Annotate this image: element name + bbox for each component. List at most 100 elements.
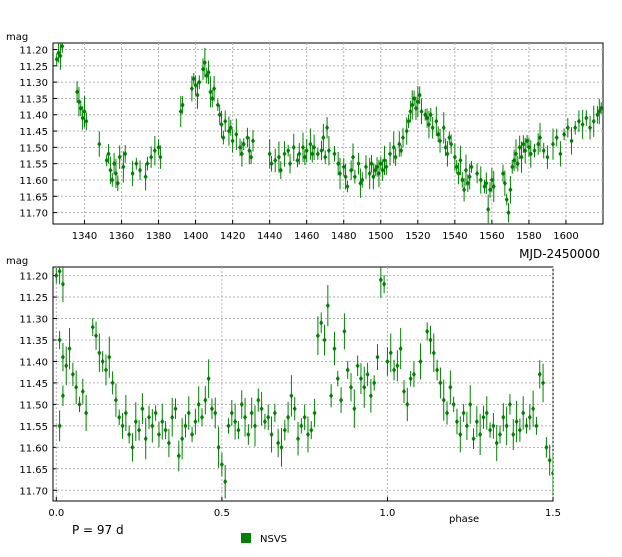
data-point: [189, 85, 194, 92]
data-point: [252, 422, 257, 429]
data-point: [512, 157, 517, 164]
data-point: [341, 163, 346, 170]
data-point: [123, 150, 128, 157]
data-point: [107, 354, 112, 361]
data-point: [525, 137, 530, 144]
data-point: [113, 170, 118, 177]
data-point: [392, 367, 397, 374]
data-point: [441, 124, 446, 131]
data-point: [216, 444, 221, 451]
data-point: [502, 180, 507, 187]
data-point: [595, 111, 600, 118]
data-point: [286, 414, 291, 421]
data-point: [373, 167, 378, 174]
x-tick-label: 1380: [146, 231, 171, 242]
data-point: [425, 115, 430, 122]
y-tick-label: 11.40: [19, 357, 48, 368]
data-point: [391, 144, 396, 151]
data-point: [223, 118, 228, 125]
data-point: [551, 141, 555, 148]
data-point: [510, 163, 515, 170]
data-point: [460, 176, 465, 183]
data-point: [238, 144, 243, 151]
legend-label: NSVS: [260, 534, 287, 545]
data-point: [121, 163, 126, 170]
data-point: [147, 414, 152, 421]
data-point: [523, 147, 528, 154]
data-point: [521, 409, 526, 416]
data-point: [304, 147, 309, 154]
data-point: [173, 405, 178, 412]
data-point: [115, 180, 120, 187]
data-point: [358, 375, 363, 382]
phase-folded-panel: 11.20 11.25 11.30 11.35 11.40 11.45 11.50 11.55…: [6, 256, 561, 545]
data-point: [145, 160, 150, 167]
data-point: [388, 150, 393, 157]
data-point: [288, 160, 293, 167]
data-point: [463, 167, 468, 174]
data-point: [297, 150, 302, 157]
data-point: [405, 401, 410, 408]
data-point: [312, 144, 317, 151]
data-point: [536, 141, 541, 148]
data-point: [133, 418, 138, 425]
data-point: [312, 409, 317, 416]
data-point: [474, 418, 479, 425]
data-point: [368, 392, 373, 399]
data-point: [310, 150, 315, 157]
data-point: [488, 427, 493, 434]
data-point: [489, 176, 494, 183]
data-point: [230, 137, 235, 144]
data-point: [475, 170, 480, 177]
data-point: [551, 470, 553, 477]
data-point: [352, 173, 357, 180]
data-point: [562, 131, 567, 138]
data-point: [541, 379, 546, 386]
y-tick-label: 11.40: [19, 111, 48, 122]
data-point: [206, 375, 211, 382]
data-point: [245, 134, 250, 141]
data-point: [156, 144, 161, 151]
data-point: [378, 160, 383, 167]
x-tick-label: 0.0: [48, 508, 64, 519]
data-series: [54, 43, 603, 224]
y-axis-label: mag: [6, 32, 28, 43]
data-point: [428, 336, 433, 343]
data-point: [339, 397, 344, 404]
x-tick-label: 1.0: [379, 508, 395, 519]
data-point: [336, 160, 341, 167]
data-point: [228, 124, 233, 131]
data-point: [484, 409, 489, 416]
data-point: [597, 108, 602, 115]
x-tick-label: 1560: [479, 231, 504, 242]
data-point: [395, 362, 400, 369]
data-point: [398, 345, 403, 352]
data-point: [84, 409, 89, 416]
data-point: [329, 392, 334, 399]
x-tick-label: 1600: [553, 231, 578, 242]
data-point: [226, 422, 231, 429]
data-point: [97, 349, 102, 356]
data-point: [517, 144, 522, 151]
data-point: [323, 154, 328, 161]
data-point: [486, 206, 491, 213]
data-point: [538, 134, 543, 141]
y-tick-label: 11.50: [19, 143, 48, 154]
data-point: [423, 111, 428, 118]
data-point: [322, 336, 327, 343]
data-point: [117, 154, 122, 161]
data-point: [226, 128, 231, 135]
data-point: [436, 131, 441, 138]
data-point: [197, 79, 202, 86]
data-point: [469, 163, 474, 170]
data-point: [393, 154, 398, 161]
data-point: [445, 409, 450, 416]
data-point: [418, 358, 423, 365]
data-point: [57, 422, 62, 429]
data-point: [367, 170, 372, 177]
data-point: [388, 349, 393, 356]
data-point: [482, 183, 487, 190]
data-point: [193, 418, 198, 425]
y-tick-label: 11.20: [19, 272, 48, 283]
x-tick-label: 1360: [109, 231, 134, 242]
